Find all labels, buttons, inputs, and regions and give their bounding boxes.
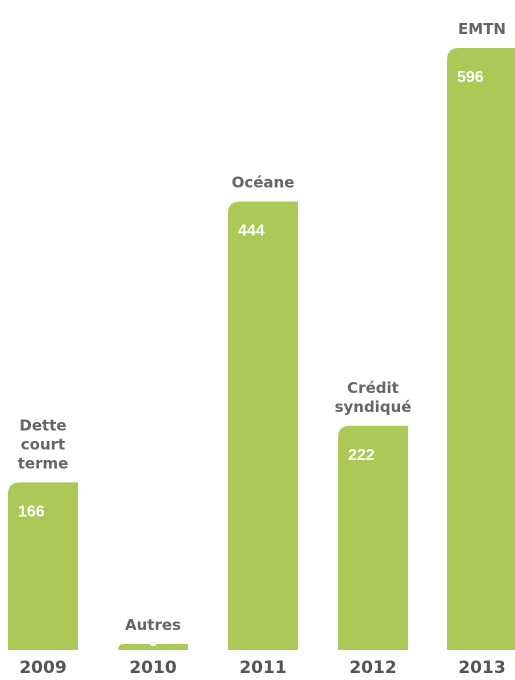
bar [8,482,78,650]
bar [118,643,188,650]
bar [338,425,408,650]
x-tick-label: 2011 [239,658,286,678]
bar-annotation: Océane [232,174,295,192]
bar [228,201,298,650]
bar-annotation: Crédit [347,379,399,397]
value-label: 6 [149,633,158,650]
value-label: 444 [238,223,265,240]
x-tick-label: 2009 [19,658,66,678]
bar-annotation: syndiqué [335,398,412,416]
bar-annotation: Autres [125,616,181,634]
value-label: 166 [18,503,45,520]
value-label: 222 [348,447,375,464]
bar-annotation: Dette [19,416,66,434]
x-tick-label: 2013 [458,658,505,678]
bar-annotation: court [21,435,65,453]
bar-annotation: terme [18,454,69,472]
x-tick-label: 2010 [129,658,176,678]
bar-annotation: EMTN [458,20,506,38]
value-label: 596 [457,69,484,86]
bar [447,48,515,650]
x-tick-label: 2012 [349,658,396,678]
